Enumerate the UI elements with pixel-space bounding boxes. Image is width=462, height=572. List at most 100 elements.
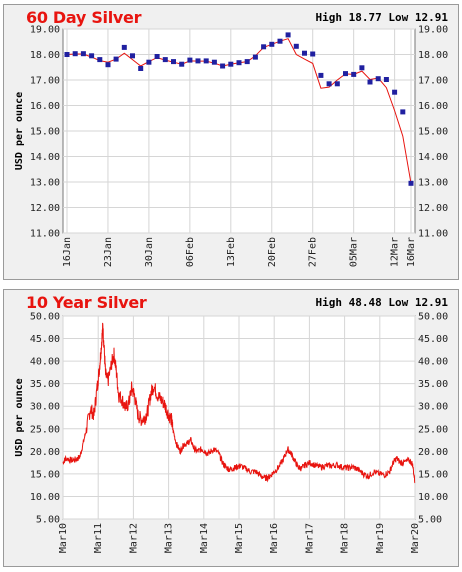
y-tick-label-left: 18.00 <box>30 50 60 61</box>
y-tick-label-right: 18.00 <box>418 50 448 61</box>
data-point <box>375 76 381 82</box>
y-tick-label-left: 35.00 <box>30 379 60 390</box>
data-point <box>293 43 299 49</box>
y-tick-label-left: 14.00 <box>30 152 60 163</box>
y-tick-label-left: 30.00 <box>30 402 60 413</box>
data-point <box>179 61 185 67</box>
x-tick-label: Mar12 <box>128 523 139 553</box>
y-tick-label-right: 15.00 <box>418 469 448 480</box>
data-point <box>408 180 414 186</box>
data-point <box>277 38 283 44</box>
y-tick-label-right: 12.00 <box>418 203 448 214</box>
x-tick-label: Mar14 <box>199 523 210 553</box>
y-tick-label-left: 12.00 <box>30 203 60 214</box>
data-point <box>162 57 168 63</box>
data-point <box>146 59 152 65</box>
data-point <box>367 79 373 85</box>
y-tick-label-right: 16.00 <box>418 101 448 112</box>
y-tick-label-right: 30.00 <box>418 402 448 413</box>
x-tick-label: Mar13 <box>164 523 175 553</box>
y-tick-label-left: 13.00 <box>30 178 60 189</box>
x-tick-label: 06Feb <box>185 237 196 267</box>
high-low-readout: High 48.48 Low 12.91 <box>316 296 449 309</box>
data-point <box>89 53 95 59</box>
x-tick-label: 13Feb <box>226 237 237 267</box>
data-point <box>318 72 324 78</box>
data-point <box>72 51 78 57</box>
y-axis-label: USD per ounce <box>14 378 25 456</box>
data-point <box>285 32 291 38</box>
data-point <box>351 71 357 77</box>
y-tick-label-left: 11.00 <box>30 229 60 240</box>
data-point <box>302 50 307 56</box>
x-tick-label: 30Jan <box>144 237 155 267</box>
x-tick-label: 16Mar <box>406 237 417 267</box>
data-point <box>383 77 389 82</box>
y-tick-label-right: 5.00 <box>418 515 442 526</box>
x-tick-label: 23Jan <box>103 237 114 267</box>
chart-panel-10-year: 10 Year Silver High 48.48 Low 12.91 5.00… <box>3 289 459 567</box>
high-low-readout: High 18.77 Low 12.91 <box>316 11 449 24</box>
high-label: High <box>315 296 343 309</box>
y-tick-label-left: 10.00 <box>30 492 60 503</box>
data-point <box>392 89 398 95</box>
y-tick-label-left: 5.00 <box>36 515 60 526</box>
high-value: 48.48 <box>348 296 382 309</box>
x-tick-label: 20Feb <box>267 237 278 267</box>
data-point <box>400 109 406 115</box>
low-label: Low <box>388 296 409 309</box>
y-tick-label-left: 15.00 <box>30 127 60 138</box>
data-point <box>244 59 250 65</box>
y-tick-label-left: 45.00 <box>30 334 60 345</box>
series-line <box>62 322 416 484</box>
y-tick-label-left: 17.00 <box>30 76 60 87</box>
data-point <box>203 58 209 64</box>
x-tick-label: Mar20 <box>410 523 421 553</box>
x-tick-label: 05Mar <box>349 237 360 267</box>
x-tick-label: Mar11 <box>93 523 104 553</box>
low-label: Low <box>388 11 409 24</box>
y-tick-label-right: 50.00 <box>418 312 448 323</box>
y-tick-label-left: 25.00 <box>30 424 60 435</box>
x-tick-label: 27Feb <box>308 237 319 267</box>
x-tick-label: 16Jan <box>62 237 73 267</box>
data-point <box>130 53 135 59</box>
y-tick-label-right: 25.00 <box>418 424 448 435</box>
data-point <box>236 60 242 66</box>
high-value: 18.77 <box>348 11 382 24</box>
x-tick-label: Mar18 <box>340 523 351 553</box>
data-point <box>138 66 144 71</box>
low-value: 12.91 <box>414 296 448 309</box>
chart-panel-60-day: 60 Day Silver High 18.77 Low 12.91 11.00… <box>3 4 459 280</box>
data-point <box>121 44 127 50</box>
y-tick-label-left: 40.00 <box>30 357 60 368</box>
chart-title: 60 Day Silver <box>26 8 142 27</box>
high-label: High <box>315 11 343 24</box>
y-tick-label-right: 10.00 <box>418 492 448 503</box>
x-tick-label: Mar19 <box>375 523 386 553</box>
data-point <box>252 54 258 60</box>
chart-title: 10 Year Silver <box>26 293 147 312</box>
chart-60-day-plot: 11.00 11.00 12.00 12.00 13.00 13.00 14.00 14.00… <box>14 25 448 268</box>
x-tick-label: Mar15 <box>234 523 245 553</box>
data-point <box>310 51 316 57</box>
y-tick-label-right: 35.00 <box>418 379 448 390</box>
y-tick-label-right: 20.00 <box>418 447 448 458</box>
y-tick-label-right: 40.00 <box>418 357 448 368</box>
data-point <box>269 41 275 47</box>
data-point <box>80 51 86 57</box>
data-point <box>220 63 226 69</box>
y-tick-label-right: 19.00 <box>418 25 448 36</box>
x-tick-label: Mar16 <box>269 523 280 553</box>
x-tick-label: Mar10 <box>58 523 69 553</box>
y-tick-label-right: 15.00 <box>418 127 448 138</box>
y-tick-label-right: 11.00 <box>418 229 448 240</box>
data-point <box>334 81 340 87</box>
data-point <box>326 81 332 87</box>
data-point <box>105 62 111 68</box>
data-point <box>187 57 193 63</box>
y-tick-label-left: 15.00 <box>30 469 60 480</box>
x-tick-label: 12Mar <box>390 237 401 267</box>
data-point <box>228 61 234 67</box>
data-point <box>195 58 201 64</box>
